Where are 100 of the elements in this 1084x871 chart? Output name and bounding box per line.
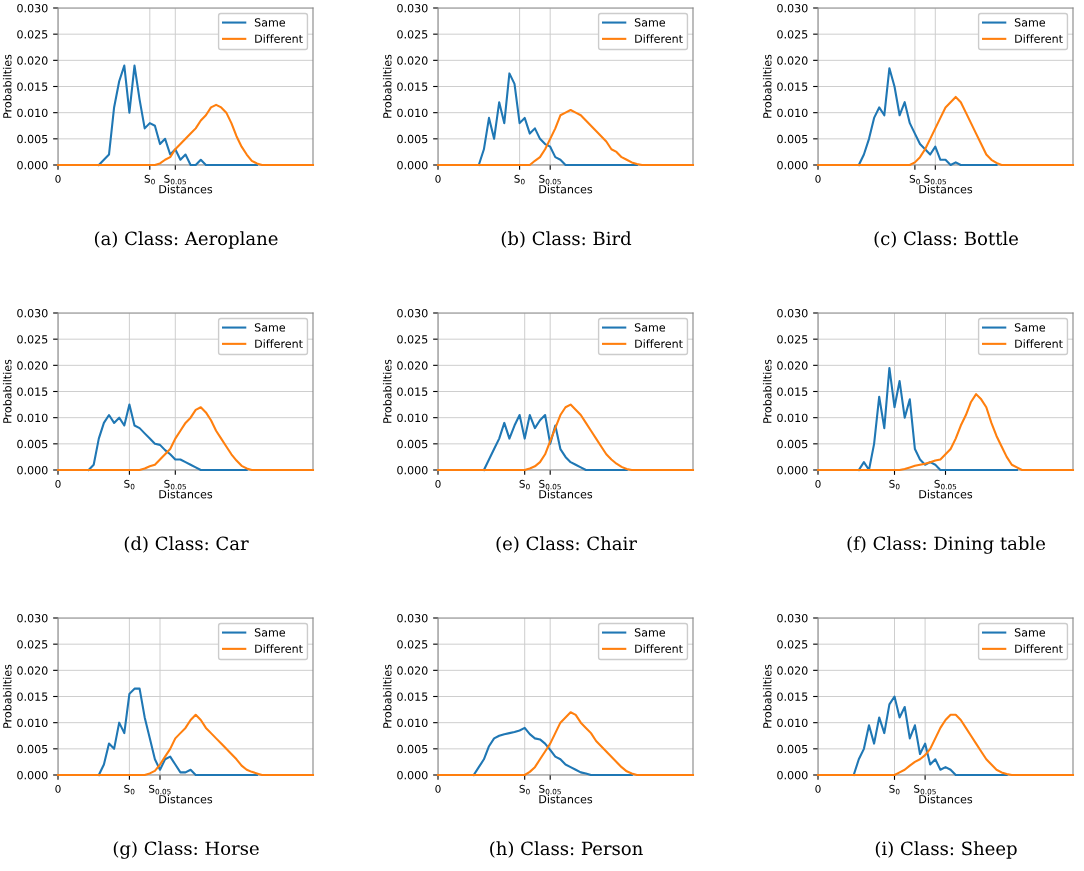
line-series xyxy=(857,67,998,167)
x-axis-title: Distances xyxy=(539,794,593,804)
x-tick-label: S$_{0}$ xyxy=(514,174,525,185)
x-axis-title: Distances xyxy=(919,794,973,804)
y-tick-label: 0.015 xyxy=(777,387,808,396)
y-tick-label: 0.030 xyxy=(17,613,48,623)
y-axis-title: Probabilties xyxy=(2,359,12,423)
y-tick-label: 0.000 xyxy=(17,770,48,780)
line-series xyxy=(97,687,258,777)
x-tick-label: 0 xyxy=(435,479,441,488)
y-tick-label: 0.030 xyxy=(397,613,428,623)
x-tick-label: 0 xyxy=(435,174,441,183)
x-axis-title: Distances xyxy=(919,489,973,499)
x-tick-label: S$_{0}$ xyxy=(144,174,155,185)
legend-label: Different xyxy=(635,34,683,43)
y-tick-label: 0.030 xyxy=(777,613,808,623)
y-tick-label: 0.015 xyxy=(17,387,48,396)
x-tick-label: S$_{0}$ xyxy=(909,174,920,185)
x-tick-label: 0 xyxy=(815,174,821,183)
text: (f) Class: Dining table xyxy=(847,536,1046,554)
y-tick-label: 0.020 xyxy=(397,666,428,675)
y-tick-label: 0.015 xyxy=(777,82,808,91)
y-tick-label: 0.020 xyxy=(17,56,48,65)
y-axis-title: Probabilties xyxy=(2,664,12,728)
y-tick-label: 0.030 xyxy=(17,308,48,318)
y-tick-label: 0.010 xyxy=(397,413,428,423)
legend-label: Different xyxy=(255,339,303,348)
text: (c) Class: Bottle xyxy=(874,231,1018,248)
legend-label: Different xyxy=(1015,644,1063,653)
legend-label: Different xyxy=(1015,34,1063,43)
y-tick-label: 0.005 xyxy=(777,134,808,144)
y-tick-label: 0.010 xyxy=(777,413,808,423)
x-axis-title: Distances xyxy=(159,184,213,194)
x-tick-label: 0 xyxy=(815,479,821,488)
y-tick-label: 0.015 xyxy=(17,692,48,701)
text: (e) Class: Chair xyxy=(496,536,637,553)
x-tick-label: S$_{0.05}$ xyxy=(164,174,186,185)
legend-label: Same xyxy=(1014,18,1046,27)
x-tick-label: 0 xyxy=(55,784,61,793)
y-tick-label: 0.025 xyxy=(17,335,48,344)
legend-label: Different xyxy=(635,644,683,653)
x-tick-label: 0 xyxy=(435,784,441,793)
text: (g) Class: Horse xyxy=(113,841,259,859)
text: (a) Class: Aeroplane xyxy=(94,231,278,249)
line-series xyxy=(97,64,258,167)
legend-label: Same xyxy=(254,628,286,637)
y-tick-label: 0.015 xyxy=(777,692,808,701)
y-axis-title: Probabilties xyxy=(762,54,772,118)
y-tick-label: 0.020 xyxy=(17,361,48,370)
y-tick-label: 0.000 xyxy=(17,465,48,475)
x-tick-label: S$_{0.05}$ xyxy=(164,479,186,490)
y-tick-label: 0.015 xyxy=(397,692,428,701)
y-tick-label: 0.000 xyxy=(397,160,428,170)
y-tick-label: 0.000 xyxy=(397,465,428,475)
x-tick-label: S$_{0}$ xyxy=(519,784,530,795)
x-axis-title: Distances xyxy=(539,489,593,499)
x-tick-label: S$_{0.05}$ xyxy=(539,479,561,490)
x-tick-label: S$_{0}$ xyxy=(124,479,135,490)
x-axis-title: Distances xyxy=(539,184,593,194)
legend-label: Same xyxy=(254,18,286,27)
y-tick-label: 0.025 xyxy=(397,640,428,649)
y-tick-label: 0.005 xyxy=(397,744,428,754)
legend-label: Same xyxy=(1014,323,1046,332)
y-axis-title: Probabilties xyxy=(762,359,772,423)
line-series xyxy=(852,695,1008,777)
y-axis-title: Probabilties xyxy=(2,54,12,118)
y-tick-label: 0.020 xyxy=(777,666,808,675)
legend-label: Different xyxy=(255,34,303,43)
y-tick-label: 0.000 xyxy=(17,160,48,170)
y-axis-title: Probabilties xyxy=(382,664,392,728)
line-series xyxy=(482,414,628,472)
y-axis-title: Probabilties xyxy=(382,359,392,423)
x-tick-label: S$_{0}$ xyxy=(889,479,900,490)
line-series xyxy=(477,72,638,167)
y-tick-label: 0.010 xyxy=(17,413,48,423)
y-tick-label: 0.010 xyxy=(397,718,428,728)
x-axis-title: Distances xyxy=(159,794,213,804)
y-tick-label: 0.005 xyxy=(17,744,48,754)
text: (b) Class: Bird xyxy=(501,231,632,248)
y-tick-label: 0.020 xyxy=(397,56,428,65)
y-tick-label: 0.030 xyxy=(777,308,808,318)
x-tick-label: S$_{0.05}$ xyxy=(934,479,957,490)
text: (h) Class: Person xyxy=(490,841,643,858)
legend-label: Same xyxy=(254,323,286,332)
x-tick-label: S$_{0.05}$ xyxy=(539,174,561,185)
y-tick-label: 0.030 xyxy=(397,308,428,318)
x-tick-label: S$_{0.05}$ xyxy=(149,784,171,795)
x-axis-title: Distances xyxy=(159,489,213,499)
y-tick-label: 0.000 xyxy=(777,770,808,780)
y-tick-label: 0.015 xyxy=(397,82,428,91)
y-tick-label: 0.005 xyxy=(397,439,428,449)
y-tick-label: 0.005 xyxy=(777,744,808,754)
y-tick-label: 0.010 xyxy=(17,718,48,728)
line-series xyxy=(857,366,1018,472)
y-tick-label: 0.010 xyxy=(777,108,808,118)
y-tick-label: 0.020 xyxy=(397,361,428,370)
y-axis-title: Probabilties xyxy=(762,664,772,728)
x-tick-label: S$_{0}$ xyxy=(519,479,530,490)
x-tick-label: 0 xyxy=(55,479,61,488)
y-tick-label: 0.025 xyxy=(777,335,808,344)
